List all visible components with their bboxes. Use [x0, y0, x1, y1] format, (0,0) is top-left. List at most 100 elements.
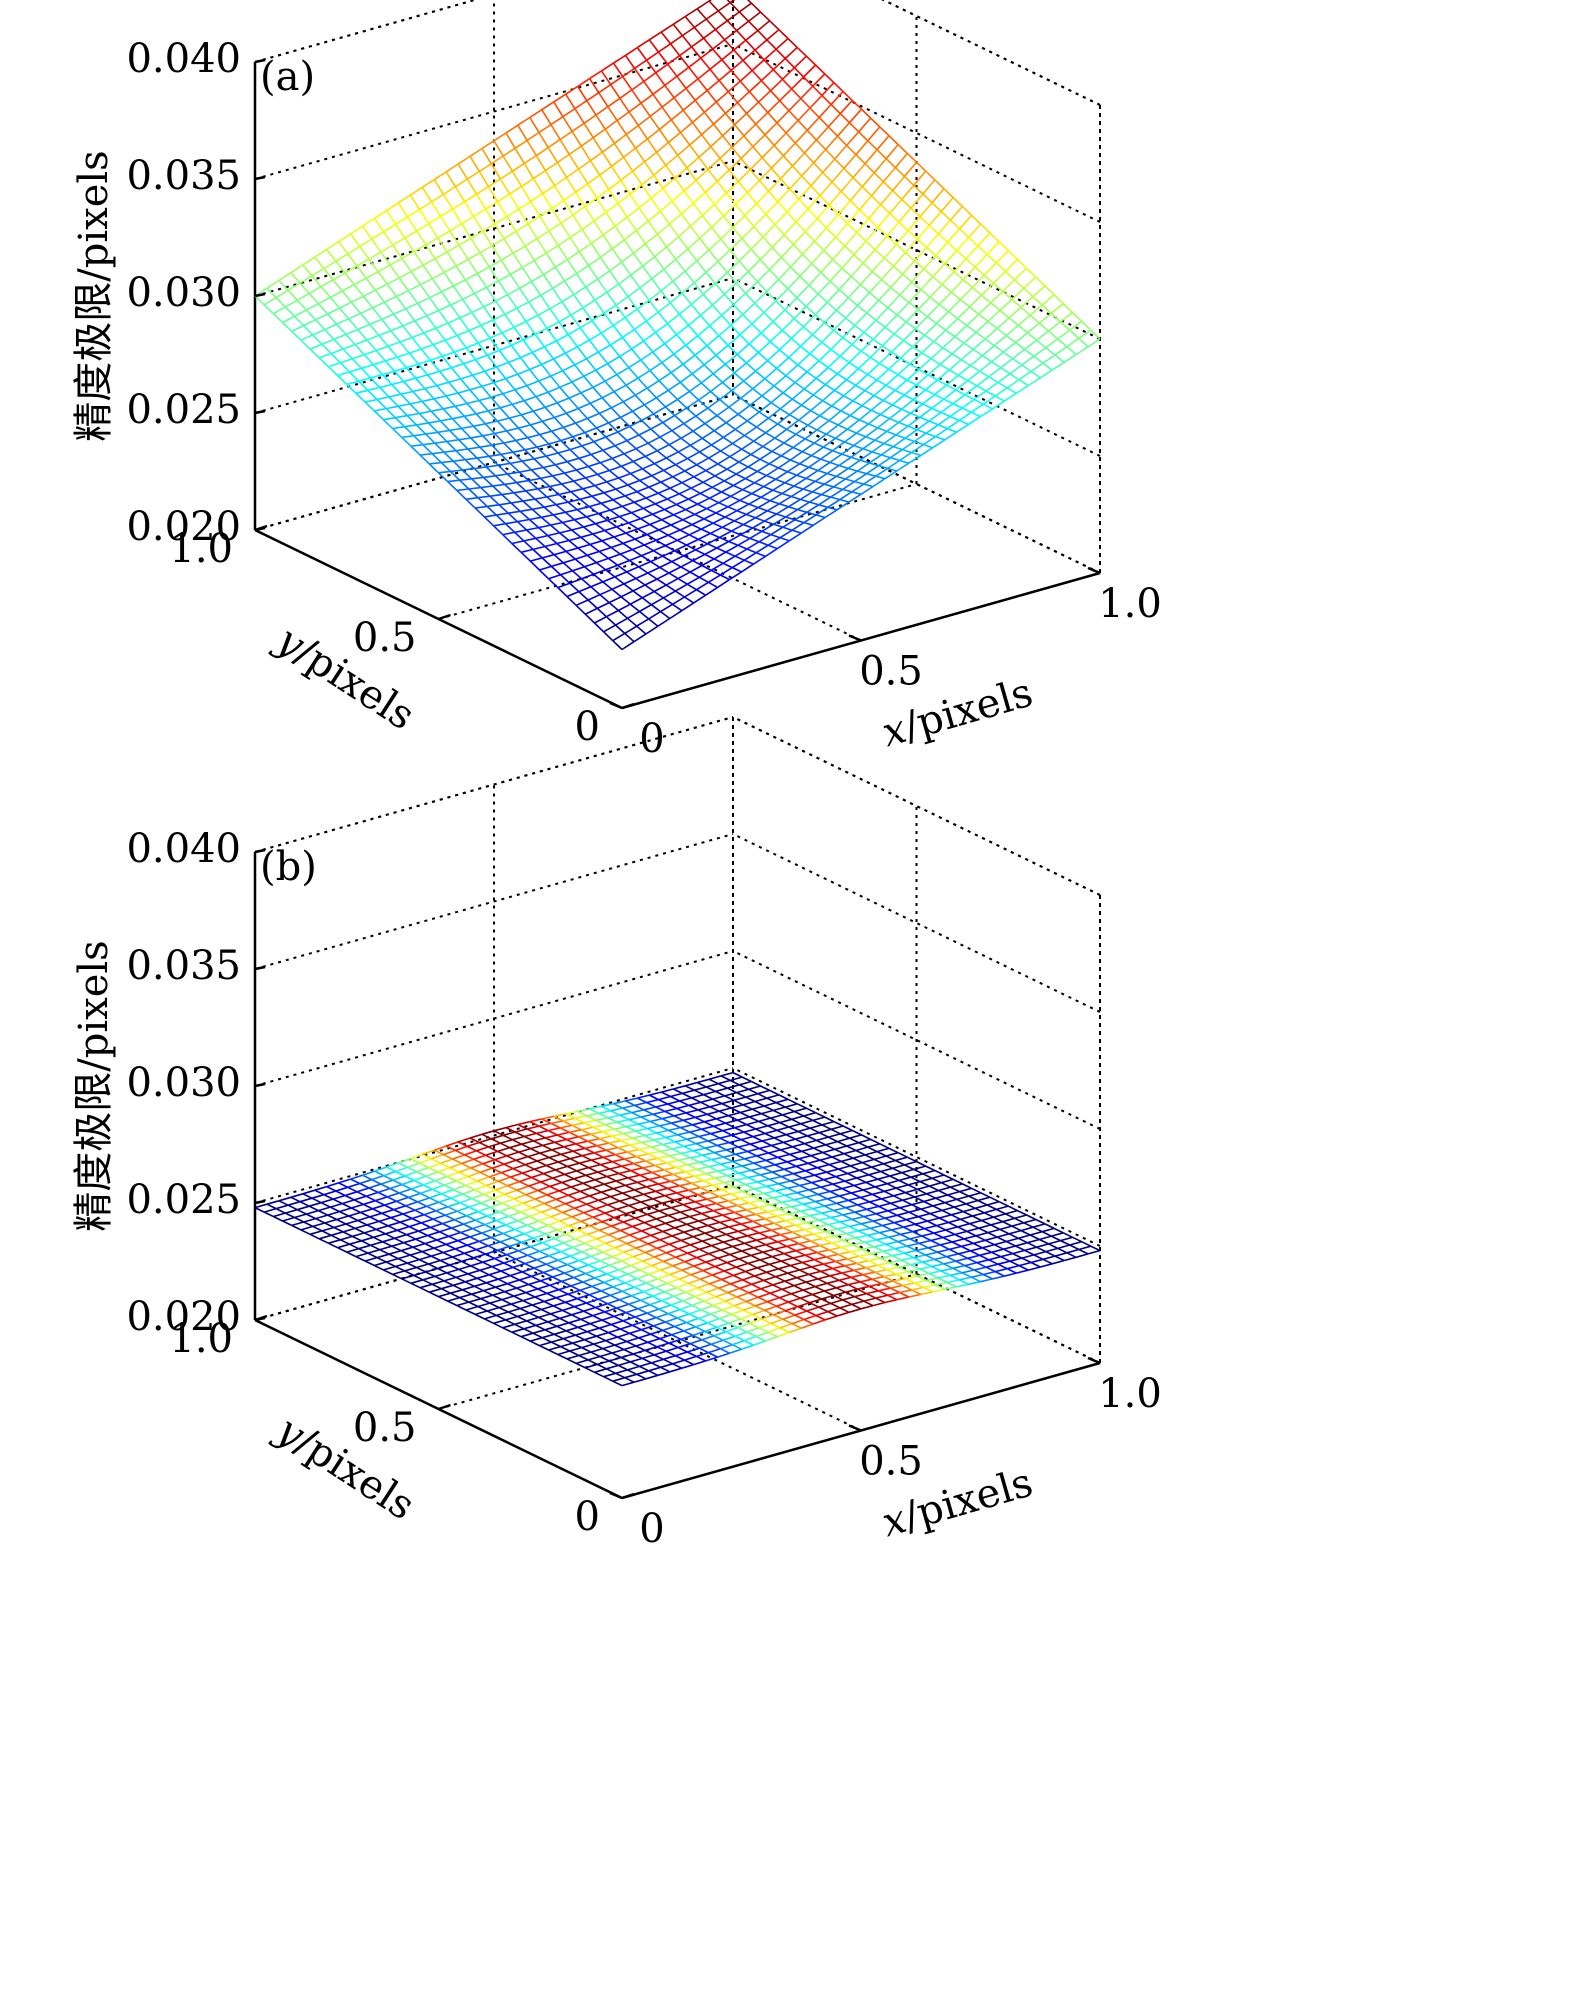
mesh-segment — [623, 1251, 634, 1258]
mesh-segment — [594, 1368, 607, 1374]
mesh-segment — [779, 100, 790, 112]
mesh-segment — [634, 59, 648, 70]
mesh-segment — [698, 390, 712, 401]
mesh-segment — [925, 1251, 938, 1256]
mesh-segment — [628, 517, 641, 524]
mesh-segment — [739, 323, 753, 336]
mesh-segment — [487, 1241, 501, 1247]
mesh-segment — [952, 402, 963, 409]
mesh-segment — [651, 278, 662, 292]
mesh-segment — [638, 566, 649, 574]
mesh-segment — [528, 477, 541, 482]
mesh-segment — [371, 238, 382, 253]
mesh-segment — [363, 289, 376, 298]
mesh-segment — [851, 1300, 865, 1306]
mesh-segment — [667, 1278, 680, 1285]
mesh-segment — [956, 236, 970, 252]
mesh-segment — [664, 539, 678, 547]
mesh-segment — [376, 1256, 387, 1263]
mesh-segment — [931, 407, 942, 414]
mesh-segment — [376, 1253, 390, 1259]
mesh-segment — [817, 1275, 831, 1280]
mesh-segment — [454, 405, 465, 417]
mesh-segment — [950, 291, 962, 301]
mesh-segment — [636, 308, 648, 322]
panel-b-surface-plot: 0.0200.0250.0300.0350.04000.51.000.51.0x… — [71, 716, 1162, 1552]
mesh-segment — [787, 498, 801, 508]
mesh-segment — [993, 334, 1007, 347]
mesh-segment — [661, 353, 675, 364]
x-tick-label: 0.5 — [859, 649, 923, 695]
mesh-segment — [941, 271, 955, 286]
mesh-segment — [932, 276, 943, 286]
mesh-segment — [697, 335, 708, 347]
mesh-segment — [646, 1308, 660, 1314]
mesh-segment — [1018, 1261, 1032, 1267]
mesh-segment — [863, 483, 874, 488]
mesh-segment — [931, 1263, 944, 1268]
mesh-segment — [491, 238, 505, 247]
mesh-segment — [687, 324, 699, 337]
mesh-segment — [575, 1233, 588, 1240]
mesh-segment — [910, 403, 924, 414]
mesh-segment — [734, 112, 748, 126]
mesh-segment — [730, 1283, 741, 1290]
mesh-segment — [375, 1225, 389, 1231]
mesh-segment — [782, 142, 796, 157]
mesh-segment — [730, 313, 744, 326]
mesh-segment — [831, 395, 845, 407]
mesh-segment — [902, 260, 916, 275]
mesh-segment — [599, 165, 613, 176]
mesh-segment — [589, 540, 603, 546]
mesh-segment — [576, 264, 589, 275]
mesh-segment — [830, 1299, 843, 1305]
mesh-segment — [605, 436, 616, 447]
mesh-segment — [548, 222, 562, 232]
mesh-segment — [549, 483, 562, 488]
mesh-segment — [617, 1238, 628, 1245]
mesh-segment — [633, 1282, 647, 1288]
mesh-segment — [886, 221, 900, 237]
mesh-segment — [507, 1311, 518, 1318]
mesh-segment — [287, 282, 301, 291]
mesh-segment — [459, 1296, 470, 1303]
mesh-segment — [701, 123, 715, 136]
mesh-segment — [642, 265, 653, 280]
mesh-segment — [654, 246, 668, 258]
mesh-segment — [585, 1268, 598, 1275]
mesh-segment — [764, 520, 774, 525]
mesh-segment — [648, 1370, 659, 1377]
mesh-segment — [752, 378, 766, 390]
mesh-segment — [799, 454, 812, 465]
mesh-segment — [693, 1265, 704, 1272]
mesh-segment — [607, 97, 621, 108]
mesh-segment — [697, 1282, 710, 1289]
mesh-segment — [437, 230, 451, 239]
mesh-segment — [956, 250, 967, 260]
mesh-segment — [812, 73, 826, 87]
mesh-segment — [804, 438, 815, 444]
mesh-segment — [807, 208, 818, 220]
mesh-segment — [965, 258, 976, 268]
mesh-segment — [800, 1297, 810, 1304]
mesh-segment — [608, 553, 621, 560]
mesh-segment — [782, 1314, 796, 1321]
surface-mesh — [254, 0, 1101, 651]
mesh-segment — [430, 1251, 444, 1257]
mesh-segment — [431, 1283, 442, 1290]
mesh-segment — [930, 358, 941, 366]
mesh-segment — [419, 410, 432, 415]
mesh-segment — [337, 1243, 350, 1249]
mesh-segment — [798, 409, 812, 421]
mesh-segment — [647, 1243, 658, 1250]
mesh-segment — [565, 1330, 576, 1336]
mesh-segment — [344, 272, 355, 286]
mesh-segment — [436, 1239, 447, 1246]
mesh-segment — [762, 445, 773, 453]
mesh-segment — [621, 1255, 634, 1262]
mesh-segment — [870, 181, 885, 197]
mesh-segment — [337, 241, 349, 255]
mesh-segment — [563, 191, 577, 202]
mesh-segment — [713, 1233, 727, 1239]
mesh-segment — [749, 1227, 760, 1234]
